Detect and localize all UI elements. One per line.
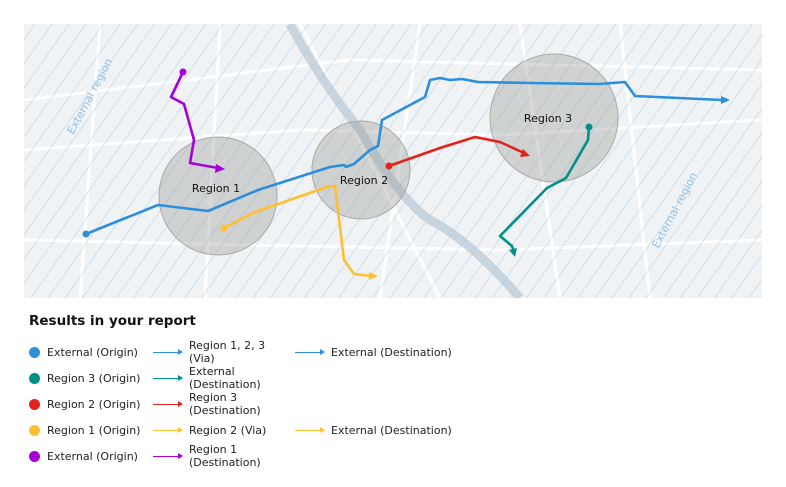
region-1-circle[interactable] (158, 136, 278, 256)
red-origin-dot (385, 162, 393, 170)
legend-step-label: Region 1 (Origin) (47, 423, 141, 437)
legend-step-label: Region 1, 2, 3 (Via) (189, 339, 266, 365)
legend-arrow-icon (153, 374, 183, 381)
legend-arrow-icon (153, 400, 183, 407)
legend-title: Results in your report (29, 313, 196, 329)
legend-step-label: External (Destination) (189, 365, 261, 391)
region-2-label: Region 2 (340, 174, 388, 187)
region-2-circle[interactable] (311, 120, 411, 220)
region-1-label: Region 1 (192, 182, 240, 195)
legend-row: Region 3 (Origin) External (Destination) (29, 365, 285, 391)
blue-arrowhead (721, 96, 730, 104)
yellow-arrowhead (369, 272, 378, 280)
red-arrowhead (520, 149, 530, 157)
legend-step-label: Region 3 (Origin) (47, 371, 141, 385)
legend-origin-dot (29, 346, 40, 358)
route-teal[interactable] (498, 126, 591, 253)
purple-origin-dot (179, 68, 187, 76)
yellow-origin-dot (220, 224, 228, 232)
legend-step-label: Region 2 (Origin) (47, 397, 141, 411)
region-map: Region 1 Region 2 Region 3 External regi… (24, 24, 762, 298)
teal-origin-dot (585, 123, 593, 131)
external-hatch (24, 24, 762, 298)
route-markers (82, 68, 730, 280)
legend-row: Region 2 (Origin) Region 3 (Destination) (29, 391, 285, 417)
legend-step-label: External (Origin) (47, 449, 138, 463)
legend-step-label: Region 3 (Destination) (189, 391, 261, 417)
legend-arrow-icon (153, 426, 183, 433)
route-purple[interactable] (169, 71, 219, 170)
route-blue[interactable] (85, 76, 723, 236)
route-red[interactable] (388, 135, 525, 168)
purple-arrowhead (215, 164, 225, 173)
legend-origin-dot (29, 424, 40, 436)
legend-step-label: External (Destination) (331, 423, 452, 437)
blue-origin-dot (82, 230, 90, 238)
route-yellow[interactable] (223, 184, 372, 278)
legend-arrow-icon (295, 426, 325, 433)
region-3-circle[interactable] (489, 53, 619, 183)
legend-row: External (Origin) Region 1 (Destination) (29, 443, 285, 469)
teal-arrowhead (509, 248, 517, 257)
legend-step-label: External (Destination) (331, 345, 452, 359)
legend-row: External (Origin) Region 1, 2, 3 (Via) Ext… (29, 339, 452, 365)
legend-step-label: Region 1 (Destination) (189, 443, 261, 469)
legend-origin-dot (29, 398, 40, 410)
legend-origin-dot (29, 372, 40, 384)
legend-step-label: Region 2 (Via) (189, 423, 267, 437)
region-3-label: Region 3 (524, 112, 572, 125)
legend-arrow-icon (295, 348, 325, 355)
legend-row: Region 1 (Origin) Region 2 (Via) External … (29, 420, 452, 440)
legend-step-label: External (Origin) (47, 345, 138, 359)
legend-origin-dot (29, 450, 40, 462)
legend-arrow-icon (153, 348, 183, 355)
legend-arrow-icon (153, 452, 183, 459)
